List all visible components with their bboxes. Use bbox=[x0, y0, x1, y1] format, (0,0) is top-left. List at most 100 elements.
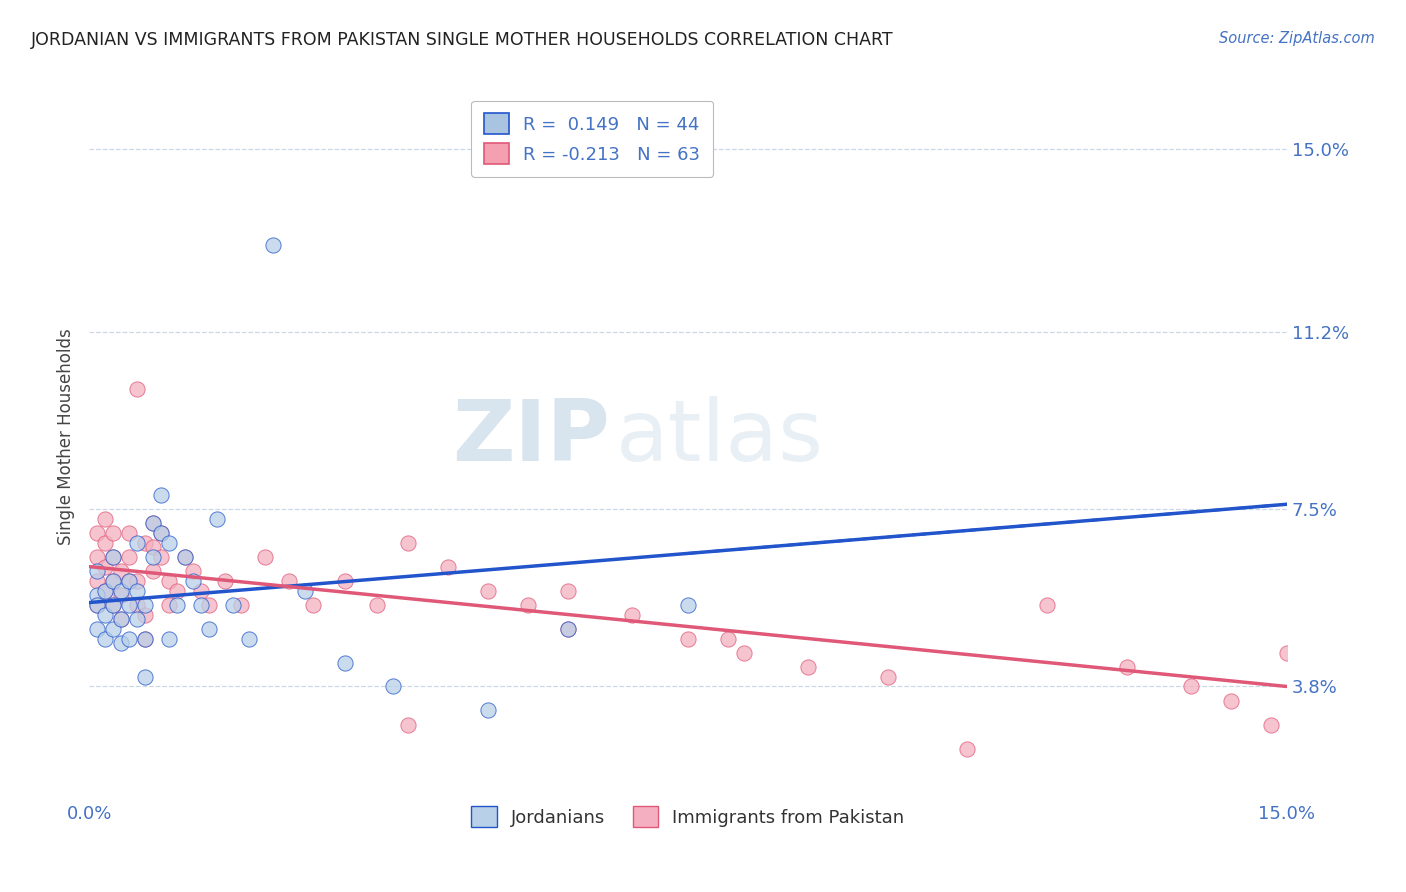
Point bbox=[190, 583, 212, 598]
Point bbox=[157, 535, 180, 549]
Point bbox=[125, 535, 148, 549]
Point bbox=[676, 632, 699, 646]
Point bbox=[229, 598, 252, 612]
Legend: Jordanians, Immigrants from Pakistan: Jordanians, Immigrants from Pakistan bbox=[464, 799, 911, 835]
Point bbox=[101, 598, 124, 612]
Point bbox=[125, 583, 148, 598]
Point bbox=[118, 598, 141, 612]
Point bbox=[142, 516, 165, 531]
Point bbox=[157, 574, 180, 588]
Point bbox=[118, 574, 141, 588]
Point bbox=[94, 607, 117, 622]
Point bbox=[277, 574, 299, 588]
Point bbox=[125, 574, 148, 588]
Point bbox=[181, 574, 204, 588]
Point bbox=[717, 632, 740, 646]
Point bbox=[86, 574, 108, 588]
Point bbox=[101, 526, 124, 541]
Text: ZIP: ZIP bbox=[453, 396, 610, 479]
Point bbox=[557, 622, 579, 636]
Point bbox=[1219, 694, 1241, 708]
Point bbox=[166, 598, 188, 612]
Point bbox=[118, 526, 141, 541]
Point bbox=[796, 660, 818, 674]
Point bbox=[94, 583, 117, 598]
Point bbox=[517, 598, 540, 612]
Point bbox=[101, 549, 124, 564]
Text: atlas: atlas bbox=[616, 396, 824, 479]
Point bbox=[398, 535, 420, 549]
Point bbox=[142, 541, 165, 555]
Point bbox=[134, 632, 156, 646]
Point bbox=[557, 583, 579, 598]
Point bbox=[86, 598, 108, 612]
Point bbox=[134, 670, 156, 684]
Point bbox=[557, 622, 579, 636]
Text: Source: ZipAtlas.com: Source: ZipAtlas.com bbox=[1219, 31, 1375, 46]
Point bbox=[174, 549, 197, 564]
Point bbox=[222, 598, 245, 612]
Point bbox=[110, 636, 132, 650]
Point bbox=[181, 565, 204, 579]
Point bbox=[134, 598, 156, 612]
Point bbox=[101, 549, 124, 564]
Point bbox=[198, 598, 221, 612]
Point bbox=[134, 535, 156, 549]
Point bbox=[149, 549, 172, 564]
Point bbox=[333, 656, 356, 670]
Point bbox=[86, 588, 108, 602]
Point bbox=[676, 598, 699, 612]
Point bbox=[398, 718, 420, 732]
Point bbox=[214, 574, 236, 588]
Point bbox=[94, 511, 117, 525]
Point bbox=[118, 549, 141, 564]
Point bbox=[125, 612, 148, 626]
Point bbox=[86, 549, 108, 564]
Point bbox=[333, 574, 356, 588]
Point bbox=[86, 622, 108, 636]
Point bbox=[205, 511, 228, 525]
Point bbox=[477, 703, 499, 717]
Point bbox=[125, 598, 148, 612]
Point bbox=[1180, 680, 1202, 694]
Point bbox=[149, 526, 172, 541]
Point bbox=[294, 583, 316, 598]
Point bbox=[166, 583, 188, 598]
Point bbox=[1275, 646, 1298, 660]
Point bbox=[301, 598, 323, 612]
Point bbox=[253, 549, 276, 564]
Point bbox=[134, 632, 156, 646]
Point bbox=[198, 622, 221, 636]
Point bbox=[94, 535, 117, 549]
Point bbox=[110, 612, 132, 626]
Point bbox=[134, 607, 156, 622]
Point bbox=[94, 559, 117, 574]
Point bbox=[437, 559, 460, 574]
Y-axis label: Single Mother Households: Single Mother Households bbox=[58, 329, 75, 546]
Point bbox=[101, 598, 124, 612]
Point bbox=[125, 382, 148, 396]
Point bbox=[101, 574, 124, 588]
Point bbox=[876, 670, 898, 684]
Point bbox=[149, 526, 172, 541]
Point bbox=[149, 488, 172, 502]
Point bbox=[733, 646, 755, 660]
Point bbox=[174, 549, 197, 564]
Point bbox=[110, 565, 132, 579]
Point bbox=[621, 607, 644, 622]
Point bbox=[94, 583, 117, 598]
Point bbox=[956, 741, 979, 756]
Point bbox=[110, 583, 132, 598]
Point bbox=[110, 588, 132, 602]
Point bbox=[118, 632, 141, 646]
Point bbox=[94, 632, 117, 646]
Point bbox=[477, 583, 499, 598]
Point bbox=[1116, 660, 1139, 674]
Point bbox=[86, 565, 108, 579]
Point bbox=[157, 632, 180, 646]
Point bbox=[101, 622, 124, 636]
Point bbox=[86, 526, 108, 541]
Point bbox=[238, 632, 260, 646]
Point bbox=[118, 574, 141, 588]
Point bbox=[366, 598, 388, 612]
